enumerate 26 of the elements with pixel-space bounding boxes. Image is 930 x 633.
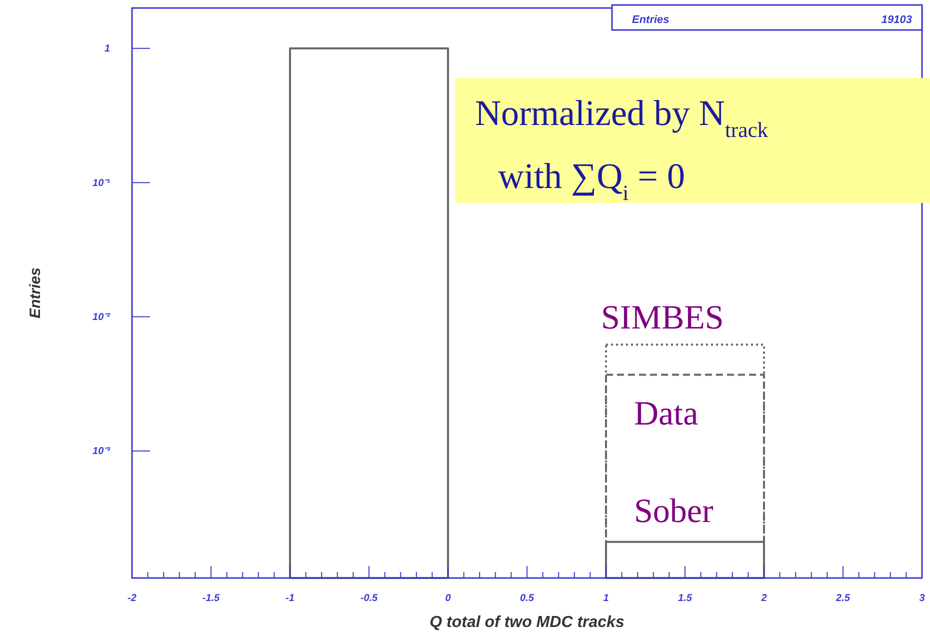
x-tick-label: -0.5 (360, 593, 378, 604)
y-tick-label: 1 (104, 44, 110, 55)
x-tick-label: 0.5 (520, 593, 534, 604)
series-label: Data (634, 396, 698, 433)
annotation: with ∑Q$_{i}$ = 0 (498, 156, 685, 205)
x-tick-label: -1.5 (202, 593, 220, 604)
stats-box: Entries 19103 (611, 4, 923, 31)
x-tick-label: -1 (286, 593, 295, 604)
annotation: Entries (632, 14, 670, 26)
note-box: Normalized by N$_{track}$ with ∑Q$_{i}$ = 0 (455, 78, 930, 205)
x-tick-label: 1.5 (678, 593, 692, 604)
y-tick-label: 10⁻³ (92, 446, 111, 458)
x-tick-label: 2.5 (835, 593, 850, 604)
x-tick-label: -2 (128, 593, 137, 604)
x-tick-label: 3 (919, 593, 926, 604)
x-tick-label: 2 (760, 593, 768, 604)
y-tick-label: 10⁻² (92, 312, 111, 323)
series-label: Sober (634, 492, 714, 530)
annotation: Normalized by N$_{track}$ (475, 93, 768, 142)
annotation: 19103 (881, 14, 912, 26)
x-tick-label: 1 (603, 593, 610, 604)
x-tick-label: 0 (445, 593, 452, 604)
x-axis-title: Q total of two MDC tracks (430, 614, 624, 631)
y-tick-label: 10⁻¹ (92, 178, 111, 189)
y-axis-title: Entries (27, 268, 44, 318)
series-label: SIMBES (601, 300, 724, 337)
